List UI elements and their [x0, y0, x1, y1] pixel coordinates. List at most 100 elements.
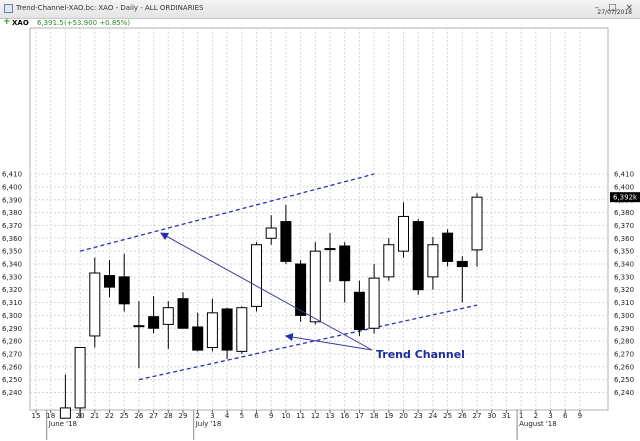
candle-body: [456, 260, 468, 268]
y-tick-label: 6,260: [614, 363, 634, 371]
y-tick-label: 6,320: [614, 286, 634, 294]
x-tick-label: 25: [443, 412, 452, 420]
add-indicator-icon[interactable]: +: [3, 17, 11, 27]
month-label: August '18: [519, 420, 557, 428]
candle-body: [412, 221, 424, 291]
window-controls[interactable]: – □ ×: [594, 3, 636, 13]
y-tick-label-left: 6,260: [2, 363, 22, 371]
x-tick-label: 18: [46, 412, 55, 420]
candle-body: [383, 244, 395, 278]
candles: [59, 193, 483, 419]
y-tick-label: 6,370: [614, 222, 634, 230]
candle-body: [295, 263, 307, 316]
title-bar: Trend-Channel-XAO.bc: XAO - Daily - ALL …: [0, 0, 640, 19]
candle-body: [236, 307, 248, 352]
y-tick-label-left: 6,280: [2, 338, 22, 346]
info-bar: + XAO 6,391.5 (+53.900 +0.85%) 27/07/201…: [0, 9, 640, 28]
last-price-marker: 6,392k: [610, 192, 640, 203]
y-tick-label-left: 6,410: [2, 171, 22, 179]
x-tick-label: 9: [269, 412, 273, 420]
candle-body: [177, 298, 189, 329]
x-tick-label: 3: [548, 412, 552, 420]
candle-body: [59, 407, 71, 419]
y-tick-label: 6,270: [614, 350, 634, 358]
instrument-name: XAO: [12, 19, 29, 27]
x-tick-label: 6: [254, 412, 259, 420]
y-tick-label: 6,290: [614, 325, 634, 333]
x-tick-label: 26: [458, 412, 467, 420]
candle-body: [324, 248, 336, 251]
candle-body: [206, 312, 218, 349]
y-tick-label: 6,340: [614, 261, 634, 269]
last-price-label: 6,392k: [613, 194, 638, 202]
x-tick-label: 21: [90, 412, 99, 420]
candle-body: [133, 325, 145, 328]
candle-body: [339, 245, 351, 282]
candle-body: [148, 316, 160, 329]
x-tick-label: 17: [355, 412, 364, 420]
trend-channel: [79, 173, 478, 381]
channel-line-lower: [138, 304, 478, 381]
y-axis: 6,240 6,240 6,250 6,250 6,260 6,260 6,270 6,270…: [2, 171, 634, 397]
x-tick-label: 18: [370, 412, 379, 420]
month-label: July '18: [195, 420, 222, 428]
y-tick-label-left: 6,350: [2, 248, 22, 256]
y-tick-label: 6,400: [614, 183, 634, 191]
x-tick-label: 20: [399, 412, 408, 420]
candle-body: [192, 326, 204, 351]
y-tick-label: 6,300: [614, 312, 634, 320]
x-tick-label: 11: [296, 412, 305, 420]
candle-body: [280, 221, 292, 262]
candle-body: [251, 244, 262, 307]
y-tick-label-left: 6,270: [2, 350, 22, 358]
y-tick-label: 6,250: [614, 376, 634, 384]
y-tick-label: 6,330: [614, 273, 634, 281]
chart-date: 27/07/2018: [597, 9, 632, 16]
x-tick-label: 6: [563, 412, 568, 420]
annotation-arrow: [284, 333, 373, 351]
x-tick-label: 2: [195, 412, 199, 420]
candle-body: [309, 250, 321, 323]
month-label: June '18: [48, 420, 77, 428]
y-tick-label: 6,240: [614, 389, 634, 397]
candle-body: [353, 291, 365, 331]
x-tick-label: 16: [340, 412, 349, 420]
candle-body: [118, 276, 130, 305]
x-tick-label: 2: [534, 412, 538, 420]
y-tick-label-left: 6,400: [2, 183, 22, 191]
y-tick-label: 6,310: [614, 299, 634, 307]
x-tick-label: 31: [502, 412, 511, 420]
instrument-change: (+53.900 +0.85%): [64, 19, 131, 27]
x-tick-label: 13: [326, 412, 335, 420]
trend-channel-label: Trend Channel: [376, 348, 465, 361]
y-tick-label-left: 6,310: [2, 299, 22, 307]
y-tick-label-left: 6,370: [2, 222, 22, 230]
x-tick-label: 12: [311, 412, 320, 420]
candle-body: [74, 347, 86, 409]
candle-body: [221, 308, 233, 351]
x-tick-label: 30: [487, 412, 496, 420]
annotation-arrow: [160, 232, 373, 351]
candle-body: [104, 275, 115, 288]
x-tick-label: 22: [105, 412, 114, 420]
x-tick-label: 1: [519, 412, 523, 420]
y-tick-label: 6,350: [614, 248, 634, 256]
x-tick-label: 29: [179, 412, 188, 420]
x-tick-label: 24: [428, 412, 437, 420]
y-tick-label-left: 6,390: [2, 196, 22, 204]
candle-body: [162, 307, 174, 325]
candle-body: [265, 227, 277, 239]
x-tick-label: 27: [149, 412, 158, 420]
y-tick-label-left: 6,360: [2, 235, 22, 243]
plot-area: [29, 27, 609, 411]
y-tick-label-left: 6,320: [2, 286, 22, 294]
y-tick-label-left: 6,300: [2, 312, 22, 320]
x-tick-label: 9: [578, 412, 582, 420]
x-tick-label: 15: [32, 412, 41, 420]
y-tick-label: 6,410: [614, 171, 634, 179]
y-tick-label: 6,360: [614, 235, 634, 243]
x-tick-label: 10: [281, 412, 290, 420]
x-tick-label: 25: [120, 412, 129, 420]
annotation-arrows: [160, 232, 373, 351]
